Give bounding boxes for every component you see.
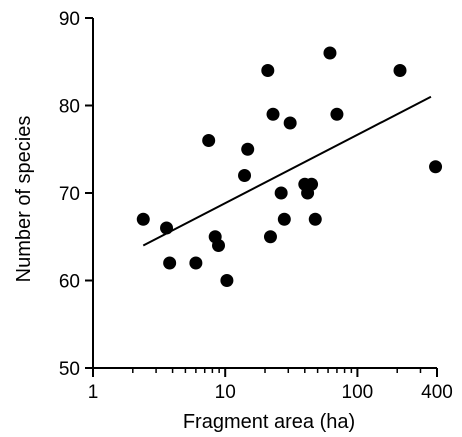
data-point [305, 177, 319, 191]
x-tick-label: 400 [421, 382, 453, 403]
y-tick-label: 70 [59, 184, 80, 205]
x-tick-label: 1 [88, 382, 99, 403]
x-tick-label: 10 [215, 382, 236, 403]
y-axis-title: Number of species [13, 116, 35, 283]
x-axis-title: Fragment area (ha) [183, 411, 355, 433]
data-point [163, 256, 177, 270]
data-point [393, 64, 407, 77]
data-point [136, 212, 150, 226]
data-point [263, 230, 277, 244]
data-point [429, 160, 443, 174]
data-point [274, 186, 288, 200]
y-tick-label: 60 [59, 272, 80, 293]
data-point [238, 169, 252, 182]
data-point [202, 134, 216, 147]
trend-line [142, 95, 432, 247]
y-tick-label: 90 [59, 9, 80, 30]
x-tick-label: 100 [342, 382, 374, 403]
data-point [323, 46, 337, 60]
data-point [277, 212, 291, 226]
data-point [308, 212, 322, 226]
y-tick-label: 50 [59, 359, 80, 380]
y-tick-label: 80 [59, 97, 80, 118]
data-point [241, 142, 255, 156]
x-axis-ticks: 1 10 100 400 [88, 368, 453, 403]
data-point [266, 107, 280, 121]
data-points [136, 46, 443, 287]
data-point [283, 116, 297, 130]
data-point [330, 107, 344, 121]
y-axis-ticks: 50 60 70 80 90 [59, 9, 93, 380]
data-point [212, 239, 226, 252]
data-point [261, 64, 275, 77]
data-point [220, 274, 234, 287]
data-point [189, 256, 203, 270]
